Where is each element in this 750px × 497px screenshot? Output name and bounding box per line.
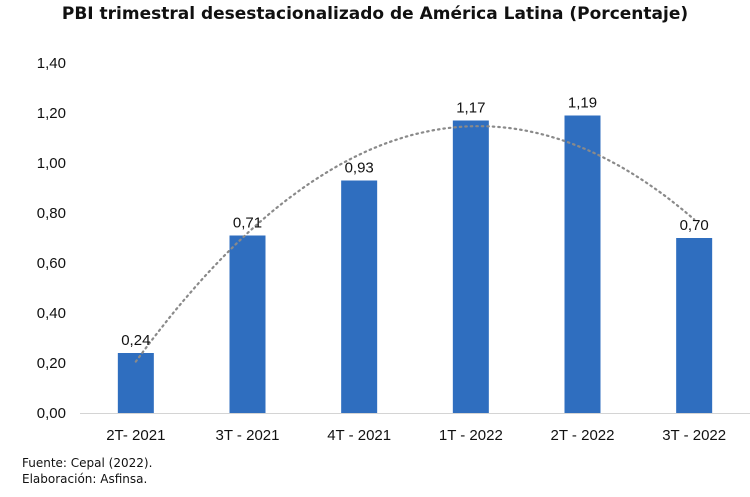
trendline — [134, 125, 696, 363]
y-tick-label: 1,00 — [37, 155, 66, 172]
data-label: 0,24 — [121, 332, 150, 349]
bar — [452, 120, 489, 413]
bars — [117, 115, 713, 413]
data-label: 0,70 — [680, 217, 709, 234]
y-tick-label: 0,40 — [37, 305, 66, 322]
credit-note: Elaboración: Asfinsa. — [22, 472, 148, 486]
y-tick-label: 0,80 — [37, 205, 66, 222]
source-note: Fuente: Cepal (2022). — [22, 456, 153, 470]
x-tick-label: 2T - 2022 — [551, 427, 615, 444]
data-label: 0,71 — [233, 215, 262, 232]
data-labels: 0,24 0,71 0,93 1,17 1,19 0,70 — [121, 95, 709, 350]
bar — [229, 235, 266, 413]
y-tick-label: 1,40 — [37, 55, 66, 72]
bar — [676, 238, 713, 413]
y-tick-label: 0,20 — [37, 355, 66, 372]
x-tick-label: 1T - 2022 — [439, 427, 503, 444]
bar — [341, 180, 378, 413]
x-tick-label: 2T- 2021 — [106, 427, 165, 444]
bar — [117, 353, 154, 413]
chart-title: PBI trimestral desestacionalizado de Amé… — [61, 4, 689, 24]
x-tick-label: 3T - 2021 — [216, 427, 280, 444]
y-axis: 0,00 0,20 0,40 0,60 0,80 1,00 1,20 1,40 — [37, 55, 66, 422]
bar — [564, 115, 601, 413]
data-label: 0,93 — [345, 160, 374, 177]
data-label: 1,19 — [568, 95, 597, 112]
y-tick-label: 0,00 — [37, 405, 66, 422]
x-axis: 2T- 2021 3T - 2021 4T - 2021 1T - 2022 2T - … — [80, 413, 750, 444]
trendline-group — [134, 125, 696, 363]
y-tick-label: 1,20 — [37, 105, 66, 122]
y-tick-label: 0,60 — [37, 255, 66, 272]
x-tick-label: 3T - 2022 — [662, 427, 726, 444]
data-label: 1,17 — [456, 100, 485, 117]
x-tick-label: 4T - 2021 — [327, 427, 391, 444]
